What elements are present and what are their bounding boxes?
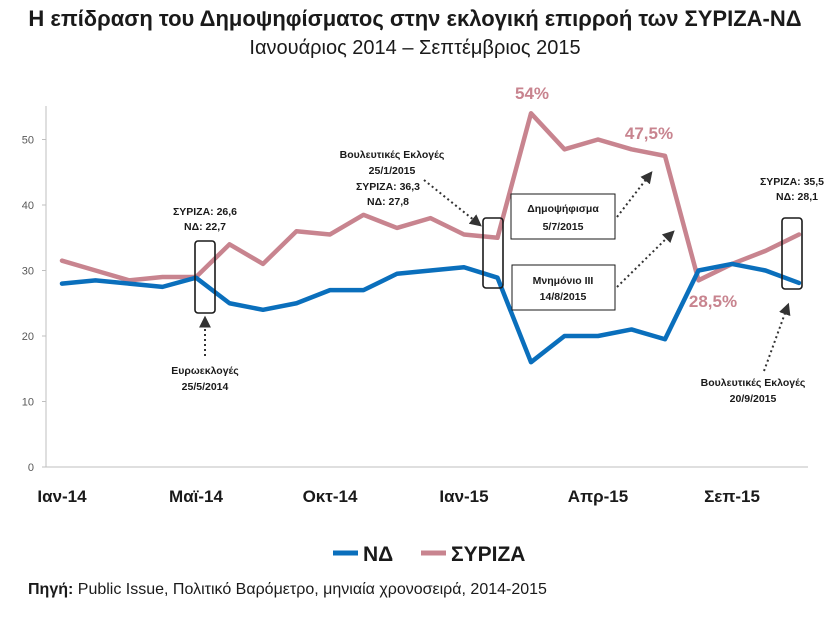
euro-syriza-result: ΣΥΡΙΖΑ: 26,6 <box>173 206 237 218</box>
data-point-nd <box>563 334 566 338</box>
data-point-syriza <box>94 269 97 272</box>
y-tick-label: 30 <box>22 266 34 278</box>
source-note: Πηγή: Public Issue, Πολιτικό Βαρόμετρο, … <box>28 581 547 599</box>
sep-election-marker <box>781 217 803 290</box>
jan-election-date: 25/1/2015 <box>369 165 416 177</box>
legend-syriza-label: ΣΥΡΙΖΑ <box>451 543 525 566</box>
euro-election-label: Ευρωεκλογές <box>171 365 239 377</box>
data-point-syriza <box>496 236 499 240</box>
x-tick-label: Μαϊ-14 <box>169 487 223 506</box>
data-point-syriza <box>295 229 298 233</box>
jan-syriza-result: ΣΥΡΙΖΑ: 36,3 <box>356 181 420 193</box>
jan-nd-result: ΝΔ: 27,8 <box>367 196 409 208</box>
x-tick-label: Σεπ-15 <box>704 487 760 506</box>
data-point-nd <box>697 269 700 272</box>
data-point-syriza <box>529 111 533 115</box>
data-point-nd <box>228 301 231 305</box>
data-point-syriza <box>764 249 767 253</box>
data-point-syriza <box>328 232 332 236</box>
data-point-nd <box>328 288 332 292</box>
data-point-syriza <box>362 213 365 217</box>
data-point-syriza <box>228 242 231 246</box>
syriza-low-label: 28,5% <box>689 292 737 311</box>
x-tick-label: Οκτ-14 <box>303 487 358 506</box>
data-point-syriza <box>596 138 600 141</box>
referendum-box <box>510 193 616 240</box>
data-point-nd <box>60 282 64 286</box>
data-point-nd <box>797 281 801 285</box>
sep-election-date: 20/9/2015 <box>730 393 777 405</box>
y-tick-label: 0 <box>28 462 34 474</box>
sep-nd-result: ΝΔ: 28,1 <box>776 191 818 203</box>
chart-subtitle: Ιανουάριος 2014 – Σεπτέμβριος 2015 <box>249 37 581 59</box>
data-point-nd <box>596 334 600 338</box>
x-tick-label: Ιαν-15 <box>439 487 488 506</box>
data-point-nd <box>529 360 533 364</box>
data-point-nd <box>362 288 365 292</box>
line-chart: 0 10 20 30 40 50 Ιαν-14 Μαϊ-14 Οκτ-14 Ιαν-15 Απρ-… <box>22 84 824 566</box>
data-point-syriza <box>462 232 466 236</box>
x-tick-label: Απρ-15 <box>568 487 628 506</box>
data-point-nd <box>395 272 399 276</box>
data-point-nd <box>764 269 767 272</box>
data-point-nd <box>663 337 667 341</box>
memorandum-date: 14/8/2015 <box>540 291 587 303</box>
sep-arrow <box>763 302 791 372</box>
data-point-nd <box>496 276 499 280</box>
syriza-referendum-label: 47,5% <box>625 124 673 143</box>
jan-arrow <box>423 179 482 227</box>
data-point-syriza <box>60 259 64 263</box>
data-point-syriza <box>630 147 633 151</box>
data-point-nd <box>127 282 131 286</box>
data-point-nd <box>730 262 734 266</box>
data-point-syriza <box>797 232 801 236</box>
y-tick-label: 20 <box>22 331 34 343</box>
data-point-nd <box>630 327 633 331</box>
data-point-syriza <box>161 275 164 279</box>
jan-election-marker <box>482 217 504 289</box>
data-point-syriza <box>429 216 432 220</box>
data-point-nd <box>429 269 432 272</box>
sep-election-label: Βουλευτικές Εκλογές <box>701 377 806 389</box>
jan-election-label: Βουλευτικές Εκλογές <box>340 149 445 161</box>
x-tick-label: Ιαν-14 <box>37 487 87 506</box>
syriza-peak-label: 54% <box>515 84 549 103</box>
y-tick-label: 40 <box>22 200 34 212</box>
memorandum-label: Μνημόνιο ΙΙΙ <box>533 275 594 287</box>
data-point-syriza <box>395 226 399 230</box>
euro-nd-result: ΝΔ: 22,7 <box>184 221 226 233</box>
referendum-arrow <box>616 171 653 218</box>
data-point-nd <box>94 278 97 282</box>
sep-syriza-result: ΣΥΡΙΖΑ: 35,5 <box>760 176 824 188</box>
data-point-nd <box>462 265 466 269</box>
y-tick-label: 10 <box>22 397 34 409</box>
data-point-syriza <box>663 154 667 158</box>
data-point-syriza <box>127 278 131 282</box>
data-point-syriza <box>261 262 265 266</box>
referendum-label: Δημοψήφισμα <box>527 203 599 215</box>
euro-election-date: 25/5/2014 <box>182 381 229 393</box>
series-line-syriza <box>59 111 802 283</box>
data-point-syriza <box>563 147 566 151</box>
memorandum-arrow <box>616 230 675 288</box>
legend-nd-label: ΝΔ <box>363 543 393 566</box>
euro-election-marker <box>194 240 216 314</box>
chart-title: Η επίδραση του Δημοψηφίσματος στην εκλογ… <box>28 6 802 31</box>
data-point-nd <box>295 301 298 305</box>
data-point-nd <box>261 308 265 312</box>
source-prefix: Πηγή: <box>28 581 74 598</box>
memorandum-box <box>511 264 616 311</box>
data-point-nd <box>161 285 164 289</box>
referendum-date: 5/7/2015 <box>543 221 584 233</box>
y-tick-label: 50 <box>22 135 34 147</box>
data-point-syriza <box>697 278 700 282</box>
source-text: Public Issue, Πολιτικό Βαρόμετρο, μηνιαί… <box>73 581 547 598</box>
